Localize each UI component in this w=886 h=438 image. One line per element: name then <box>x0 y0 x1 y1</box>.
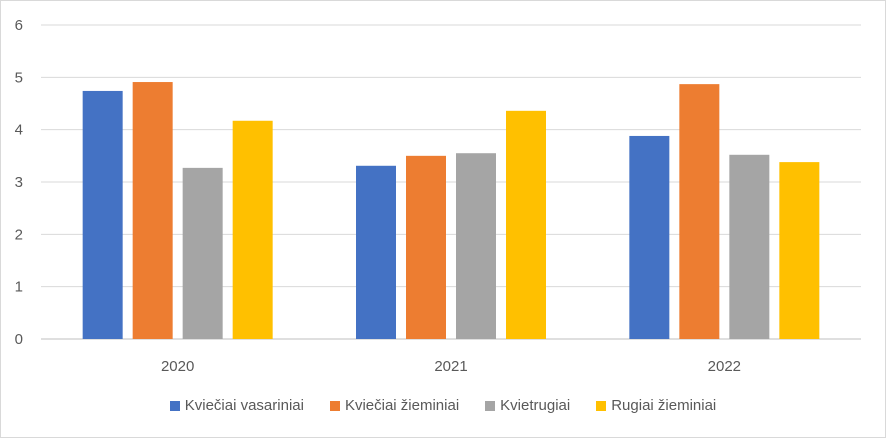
bar-kvietrugiai <box>729 154 770 339</box>
bar-chart: 0 1 2 3 4 5 6 2020 2021 2022 <box>15 17 861 375</box>
legend-swatch <box>596 400 607 411</box>
x-tick-label: 2021 <box>434 358 467 375</box>
bar-kviečiai-žieminiai <box>679 84 720 340</box>
bar-rugiai-žieminiai <box>779 162 820 339</box>
bar-kviečiai-žieminiai <box>406 155 446 339</box>
legend-label: Kviečiai vasariniai <box>184 397 304 414</box>
y-tick-label: 4 <box>15 122 23 139</box>
y-tick-label: 1 <box>15 279 23 296</box>
y-tick-label: 5 <box>15 69 23 86</box>
bar-rugiai-žieminiai <box>232 120 273 340</box>
legend-swatch <box>169 400 180 411</box>
legend-label: Kvietrugiai <box>500 397 571 414</box>
legend-label: Rugiai žieminiai <box>611 397 717 414</box>
bar-kvietrugiai <box>182 167 223 339</box>
legend-item: Kviečiai vasariniai <box>169 397 304 414</box>
bar-kviečiai-vasariniai <box>629 135 670 339</box>
y-tick-label: 3 <box>15 174 23 191</box>
legend-item: Kvietrugiai <box>485 397 570 414</box>
legend-swatch <box>329 400 340 411</box>
legend-item: Kviečiai žieminiai <box>329 397 460 414</box>
legend-swatch <box>485 400 496 411</box>
bar-kviečiai-žieminiai <box>132 82 173 339</box>
legend: Kviečiai vasariniai Kviečiai žieminiai K… <box>1 397 885 414</box>
y-tick-label: 0 <box>15 331 23 348</box>
y-tick-label: 6 <box>15 17 23 34</box>
bar-kvietrugiai <box>456 153 496 339</box>
bar-kviečiai-vasariniai <box>356 165 396 339</box>
legend-item: Rugiai žieminiai <box>596 397 716 414</box>
x-tick-label: 2020 <box>161 358 194 375</box>
bar-kviečiai-vasariniai <box>82 90 123 339</box>
bar-rugiai-žieminiai <box>506 110 546 340</box>
y-tick-label: 2 <box>15 226 23 243</box>
legend-label: Kviečiai žieminiai <box>344 397 460 414</box>
x-tick-label: 2022 <box>708 358 741 375</box>
